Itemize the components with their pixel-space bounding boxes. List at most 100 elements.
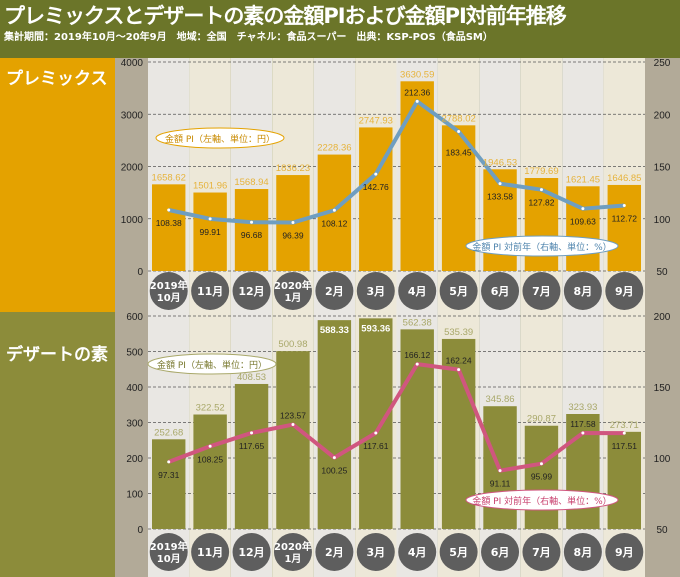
left-tick-label: 4000 xyxy=(121,58,144,69)
line-point xyxy=(250,431,254,435)
panel-label: デザートの素 xyxy=(6,344,108,365)
left-tick-label: 0 xyxy=(137,525,143,536)
legend-line-bubble xyxy=(465,235,619,257)
line-point xyxy=(539,188,543,192)
month-label: 7月 xyxy=(532,546,551,559)
month-label: 4月 xyxy=(408,285,427,298)
line-point xyxy=(457,368,461,372)
line-point xyxy=(291,221,295,225)
bar xyxy=(607,184,641,271)
line-point xyxy=(374,431,378,435)
month-label: 6月 xyxy=(491,546,510,559)
line-value-label: 117.51 xyxy=(612,441,638,451)
bar xyxy=(524,425,559,529)
line-value-label: 117.61 xyxy=(363,441,389,451)
line-point xyxy=(332,456,336,460)
subtitle: 集計期間：2019年10月～20年9月 地域：全国 チャネル：食品スーパー 出典… xyxy=(4,32,493,43)
bar xyxy=(607,431,641,529)
line-value-label: 142.76 xyxy=(363,182,389,192)
month-label: 3月 xyxy=(366,285,385,298)
line-point xyxy=(374,172,378,176)
line-value-label: 108.25 xyxy=(197,454,223,464)
month-label: 10月 xyxy=(157,553,181,565)
left-tick-label: 600 xyxy=(126,312,143,323)
bar-value-label: 273.71 xyxy=(610,420,639,431)
line-value-label: 127.82 xyxy=(528,198,554,208)
bar xyxy=(524,178,559,271)
month-label: 2月 xyxy=(325,285,344,298)
month-label: 12月 xyxy=(238,546,264,559)
left-tick-label: 3000 xyxy=(121,110,144,121)
bar-value-label: 1568.94 xyxy=(234,177,268,188)
line-value-label: 117.58 xyxy=(570,419,596,429)
month-label: 9月 xyxy=(615,546,634,559)
line-point xyxy=(167,208,171,212)
bar xyxy=(234,189,269,271)
bar xyxy=(317,320,352,529)
bar xyxy=(193,414,227,529)
bar-value-label: 322.52 xyxy=(196,403,225,414)
month-label: 11月 xyxy=(197,546,223,559)
month-circle xyxy=(398,533,437,571)
left-tick-label: 100 xyxy=(126,490,143,501)
bar-value-label: 1501.96 xyxy=(193,181,227,192)
bar xyxy=(359,127,393,271)
line-value-label: 212.36 xyxy=(404,87,430,97)
bar xyxy=(193,192,227,271)
bar-value-label: 535.39 xyxy=(444,327,473,338)
legend-bar-label: 金額 PI（左軸、単位：円） xyxy=(165,133,275,145)
bar-value-label: 1946.53 xyxy=(483,157,517,168)
left-tick-label: 400 xyxy=(126,383,143,394)
line-value-label: 100.25 xyxy=(321,466,347,476)
legend-bar-bubble xyxy=(147,353,277,375)
month-circle xyxy=(273,533,312,571)
left-axis-strip xyxy=(115,58,148,312)
line-point xyxy=(250,220,254,224)
line-point xyxy=(332,208,336,212)
month-circle xyxy=(522,272,561,310)
line-value-label: 96.39 xyxy=(282,231,304,241)
month-circle xyxy=(398,272,437,310)
right-tick-label: 250 xyxy=(654,58,671,69)
left-tick-label: 500 xyxy=(126,348,143,359)
line-point xyxy=(581,207,585,211)
right-tick-label: 200 xyxy=(654,110,671,121)
bar xyxy=(234,383,269,529)
month-circle xyxy=(315,272,354,310)
line-point xyxy=(539,462,543,466)
line-point xyxy=(498,182,502,186)
month-label: 2019年 xyxy=(150,540,188,553)
line-point xyxy=(622,431,626,435)
legend-line-label: 金額 PI 対前年（右軸、単位：%） xyxy=(472,495,611,507)
month-label: 4月 xyxy=(408,546,427,559)
line-value-label: 123.57 xyxy=(280,411,306,421)
line-point xyxy=(457,130,461,134)
month-circle xyxy=(481,272,520,310)
right-axis-strip xyxy=(645,312,680,577)
bar-value-label: 1779.69 xyxy=(524,166,558,177)
month-circle xyxy=(315,533,354,571)
month-label: 2019年 xyxy=(150,279,188,292)
line-point xyxy=(415,99,419,103)
dessert-chart: デザートの素 0 100 200 300 400 500 600 50 100 150 200 252.… xyxy=(0,312,680,577)
month-label: 1月 xyxy=(284,553,301,565)
premix-chart: プレミックス 0 1000 2000 3000 4000 50 100 150 200 250 165… xyxy=(0,58,680,312)
month-label: 6月 xyxy=(491,285,510,298)
month-label: 11月 xyxy=(197,285,223,298)
right-tick-label: 200 xyxy=(654,312,671,323)
line-value-label: 96.68 xyxy=(241,230,263,240)
bar-value-label: 1646.85 xyxy=(607,173,641,184)
panel-label-bg xyxy=(0,312,115,577)
line-value-label: 117.65 xyxy=(239,441,265,451)
bar-value-label: 2788.02 xyxy=(441,113,475,124)
bar-value-label: 593.36 xyxy=(361,323,390,334)
right-tick-label: 150 xyxy=(654,163,671,174)
month-circle xyxy=(605,272,644,310)
month-label: 2月 xyxy=(325,546,344,559)
month-label: 5月 xyxy=(449,546,468,559)
right-axis-strip xyxy=(645,58,680,312)
right-tick-label: 100 xyxy=(654,215,671,226)
bar xyxy=(359,318,393,529)
